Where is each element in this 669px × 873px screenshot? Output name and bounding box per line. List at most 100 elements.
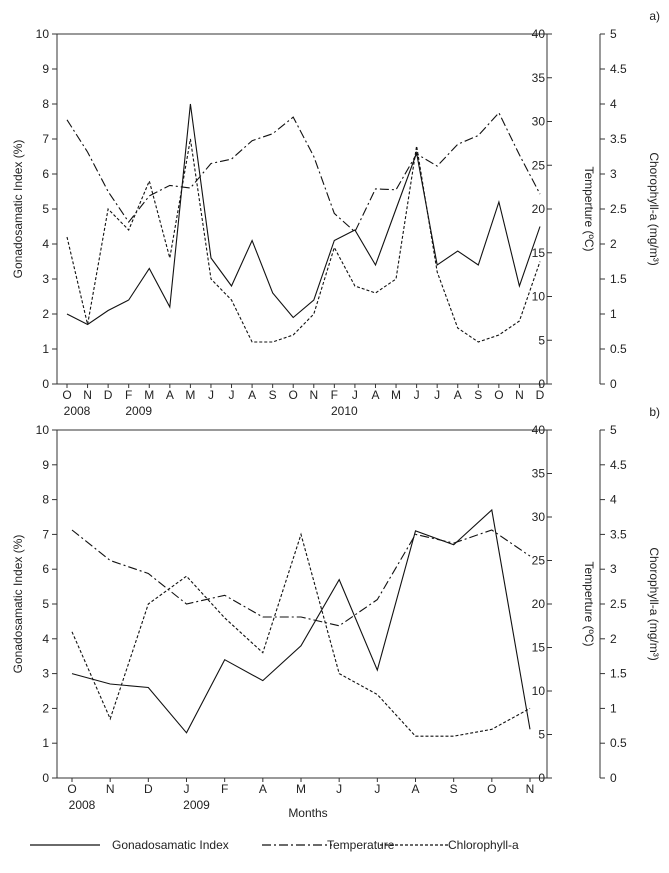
chart-panel-b: 012345678910051015202530354000.511.522.5… [11, 405, 661, 820]
right-tick-label: 5 [538, 728, 545, 742]
right2-tick-label: 0 [610, 377, 617, 391]
x-tick-label: F [125, 388, 132, 402]
x-tick-label: A [371, 388, 379, 402]
x-tick-label: M [391, 388, 401, 402]
left-tick-label: 1 [42, 736, 49, 750]
left-tick-label: 7 [42, 527, 49, 541]
right-tick-label: 40 [532, 423, 546, 437]
left-tick-label: 0 [42, 377, 49, 391]
panel-label: b) [649, 405, 660, 419]
x-tick-label: N [515, 388, 524, 402]
x-tick-label: O [62, 388, 71, 402]
left-tick-label: 10 [36, 27, 50, 41]
x-axis-title: Months [288, 806, 327, 820]
x-tick-label: J [434, 388, 440, 402]
left-tick-label: 8 [42, 97, 49, 111]
right-tick-label: 0 [538, 377, 545, 391]
year-label: 2009 [125, 404, 152, 418]
legend-label: Temperature [327, 838, 395, 852]
right-tick-label: 10 [532, 290, 546, 304]
right2-tick-label: 0.5 [610, 342, 627, 356]
left-tick-label: 3 [42, 667, 49, 681]
year-label: 2009 [183, 798, 210, 812]
series-line-gonadosamatic-index [66, 103, 541, 326]
right2-tick-label: 1.5 [610, 667, 627, 681]
right-tick-label: 0 [538, 771, 545, 785]
right-tick-label: 35 [532, 71, 546, 85]
year-label: 2008 [69, 798, 96, 812]
right2-tick-label: 2 [610, 632, 617, 646]
left-tick-label: 10 [36, 423, 50, 437]
y-axis-title-left: Gonadosamatic Index (%) [11, 535, 25, 674]
x-tick-label: J [229, 388, 235, 402]
right2-tick-label: 4.5 [610, 458, 627, 472]
right-tick-label: 35 [532, 467, 546, 481]
y-axis-title-right2: Chorophyll-a (mg/m³) [647, 152, 661, 265]
left-tick-label: 6 [42, 562, 49, 576]
x-tick-label: A [411, 782, 419, 796]
right-tick-label: 25 [532, 554, 546, 568]
right-tick-label: 15 [532, 641, 546, 655]
right2-tick-label: 4.5 [610, 62, 627, 76]
x-tick-label: N [83, 388, 92, 402]
left-tick-label: 4 [42, 237, 49, 251]
right2-tick-label: 5 [610, 423, 617, 437]
left-tick-label: 5 [42, 597, 49, 611]
left-tick-label: 9 [42, 458, 49, 472]
x-tick-label: O [289, 388, 298, 402]
plot-frame [56, 33, 548, 385]
panel-label: a) [649, 9, 660, 23]
left-tick-label: 2 [42, 307, 49, 321]
legend-label: Chlorophyll-a [448, 838, 519, 852]
left-tick-label: 8 [42, 493, 49, 507]
x-tick-label: O [494, 388, 503, 402]
x-tick-label: O [487, 782, 496, 796]
right-tick-label: 30 [532, 510, 546, 524]
x-tick-label: J [414, 388, 420, 402]
right2-tick-label: 1 [610, 701, 617, 715]
right2-tick-label: 3 [610, 562, 617, 576]
right2-tick-label: 3.5 [610, 132, 627, 146]
right-tick-label: 20 [532, 202, 546, 216]
left-tick-label: 4 [42, 632, 49, 646]
series-line-temperature [71, 529, 531, 627]
right-tick-label: 40 [532, 27, 546, 41]
right-tick-label: 20 [532, 597, 546, 611]
x-tick-label: D [104, 388, 113, 402]
right-tick-label: 15 [532, 246, 546, 260]
right-tick-label: 5 [538, 333, 545, 347]
right2-tick-label: 3.5 [610, 527, 627, 541]
x-tick-label: N [526, 782, 535, 796]
legend-label: Gonadosamatic Index [112, 838, 229, 852]
right-tick-label: 10 [532, 684, 546, 698]
year-label: 2010 [331, 404, 358, 418]
left-tick-label: 5 [42, 202, 49, 216]
legend: Gonadosamatic Index Temperature Chlorophyl… [30, 838, 519, 852]
y-axis-title-right1: Temperture (ºC) [582, 561, 596, 646]
x-tick-label: A [259, 782, 267, 796]
left-tick-label: 9 [42, 62, 49, 76]
x-tick-label: N [309, 388, 318, 402]
x-tick-label: J [184, 782, 190, 796]
x-tick-label: M [185, 388, 195, 402]
x-tick-label: S [269, 388, 277, 402]
right2-tick-label: 3 [610, 167, 617, 181]
x-tick-label: A [248, 388, 256, 402]
x-tick-label: J [352, 388, 358, 402]
right2-tick-label: 2.5 [610, 202, 627, 216]
x-tick-label: A [166, 388, 174, 402]
right-tick-label: 30 [532, 115, 546, 129]
left-tick-label: 1 [42, 342, 49, 356]
x-tick-label: D [144, 782, 153, 796]
year-label: 2008 [64, 404, 91, 418]
right2-tick-label: 4 [610, 493, 617, 507]
right2-tick-label: 4 [610, 97, 617, 111]
left-tick-label: 0 [42, 771, 49, 785]
x-tick-label: J [208, 388, 214, 402]
right2-tick-label: 5 [610, 27, 617, 41]
x-tick-label: O [67, 782, 76, 796]
left-tick-label: 7 [42, 132, 49, 146]
right2-tick-label: 2 [610, 237, 617, 251]
